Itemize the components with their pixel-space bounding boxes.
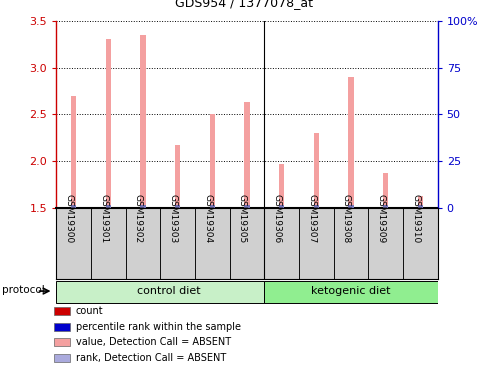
Bar	[333, 208, 367, 279]
Bar	[105, 205, 111, 208]
Bar	[71, 205, 76, 208]
Bar	[71, 96, 76, 208]
Bar	[382, 172, 387, 208]
Bar	[54, 322, 70, 331]
Bar	[279, 164, 284, 208]
Text: GSM19308: GSM19308	[341, 194, 350, 243]
Bar	[298, 208, 333, 279]
Bar	[125, 208, 160, 279]
Text: GSM19307: GSM19307	[306, 194, 316, 243]
Text: GDS954 / 1377078_at: GDS954 / 1377078_at	[175, 0, 313, 9]
Text: GSM19301: GSM19301	[99, 194, 108, 243]
Text: GSM19302: GSM19302	[134, 194, 142, 243]
Bar	[264, 208, 298, 279]
Text: protocol: protocol	[2, 285, 45, 296]
Text: percentile rank within the sample: percentile rank within the sample	[76, 322, 240, 332]
Bar	[56, 208, 91, 279]
Bar	[91, 208, 125, 279]
Bar	[56, 280, 264, 303]
Text: GSM19310: GSM19310	[410, 194, 420, 243]
Bar	[175, 205, 180, 208]
Bar	[244, 205, 249, 208]
Text: GSM19304: GSM19304	[203, 194, 212, 243]
Bar	[279, 205, 284, 208]
Bar	[229, 208, 264, 279]
Bar	[209, 114, 214, 208]
Bar	[160, 208, 195, 279]
Bar	[195, 208, 229, 279]
Bar	[347, 205, 353, 208]
Bar	[54, 338, 70, 346]
Text: ketogenic diet: ketogenic diet	[310, 286, 390, 296]
Bar	[244, 102, 249, 208]
Text: GSM19305: GSM19305	[238, 194, 246, 243]
Bar	[382, 205, 387, 208]
Bar	[402, 208, 437, 279]
Text: count: count	[76, 306, 103, 316]
Text: control diet: control diet	[137, 286, 201, 296]
Bar	[417, 196, 422, 208]
Text: GSM19306: GSM19306	[272, 194, 281, 243]
Bar	[105, 39, 111, 208]
Bar	[209, 205, 214, 208]
Bar	[313, 133, 318, 208]
Bar	[264, 280, 437, 303]
Bar	[140, 35, 145, 208]
Bar	[140, 205, 145, 208]
Bar	[347, 77, 353, 208]
Bar	[313, 205, 318, 208]
Bar	[54, 354, 70, 362]
Text: value, Detection Call = ABSENT: value, Detection Call = ABSENT	[76, 338, 230, 347]
Text: GSM19309: GSM19309	[376, 194, 385, 243]
Bar	[175, 146, 180, 208]
Text: rank, Detection Call = ABSENT: rank, Detection Call = ABSENT	[76, 353, 225, 363]
Text: GSM19300: GSM19300	[64, 194, 73, 243]
Text: GSM19303: GSM19303	[168, 194, 177, 243]
Bar	[367, 208, 402, 279]
Bar	[54, 307, 70, 315]
Bar	[417, 205, 422, 208]
